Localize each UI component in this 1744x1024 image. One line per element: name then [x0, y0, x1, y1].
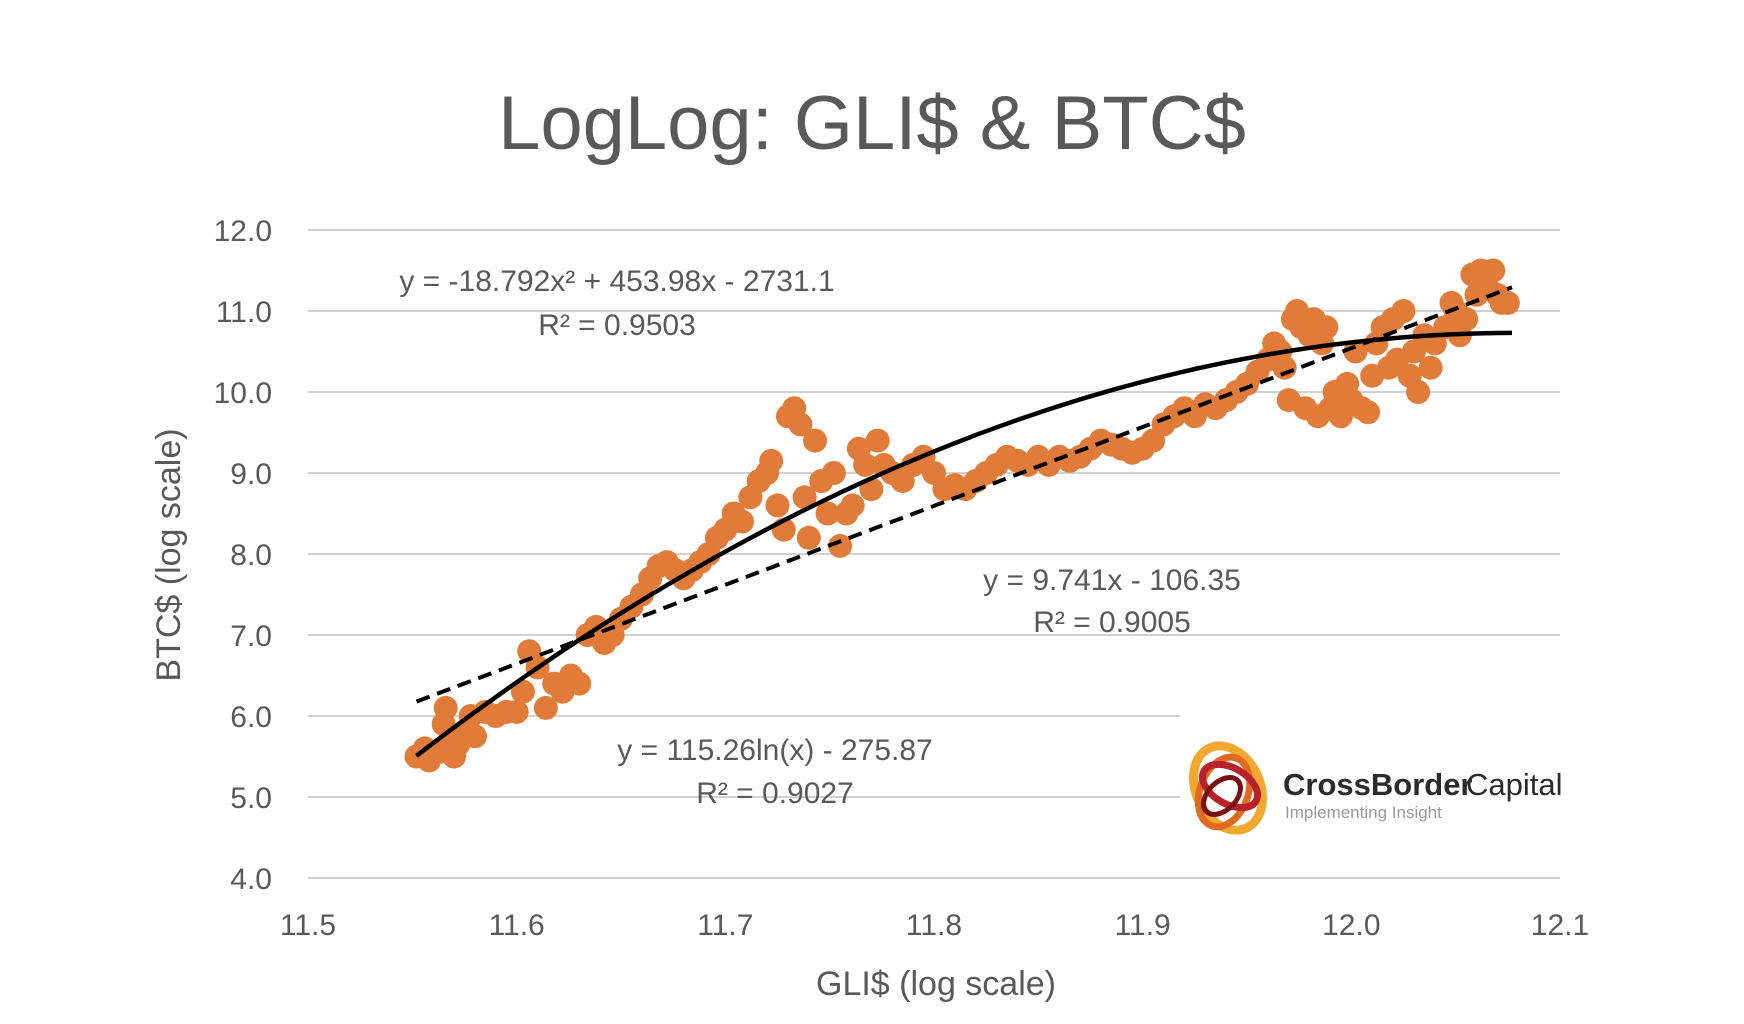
logo-brand-bold: CrossBorder [1283, 767, 1473, 802]
data-point [1481, 258, 1506, 283]
data-point [821, 461, 846, 485]
data-point [796, 525, 821, 550]
y-tick-label: 12.0 [214, 215, 272, 248]
y-tick-label: 5.0 [230, 782, 272, 815]
x-tick-label: 12.1 [1531, 909, 1589, 942]
data-point [792, 485, 817, 510]
data-point [1314, 315, 1339, 340]
data-point [853, 452, 878, 477]
x-axis-tick-labels: 11.5 11.6 11.7 11.8 11.9 12.0 12.1 [280, 909, 1589, 942]
data-point [1272, 355, 1297, 380]
scatter-points [404, 258, 1520, 773]
y-tick-label: 8.0 [230, 539, 272, 572]
data-point [765, 493, 790, 518]
y-tick-label: 10.0 [214, 377, 272, 410]
data-point [865, 428, 890, 453]
data-point [533, 695, 558, 720]
x-tick-label: 12.0 [1322, 909, 1380, 942]
log-trend-equation: y = 115.26ln(x) - 275.87 [617, 734, 932, 767]
logo-swirl-icon [1189, 741, 1267, 835]
data-point [1343, 339, 1368, 364]
x-tick-label: 11.8 [906, 909, 962, 942]
data-point [1418, 355, 1443, 380]
data-point [788, 412, 813, 437]
x-tick-label: 11.9 [1115, 909, 1171, 942]
data-point [504, 699, 529, 724]
x-axis-title: GLI$ (log scale) [816, 965, 1056, 1003]
data-point [462, 724, 487, 749]
data-point [803, 428, 828, 453]
y-tick-label: 7.0 [230, 620, 272, 653]
trendlines [415, 285, 1513, 758]
poly-trend-equation: y = -18.792x² + 453.98x - 2731.1 [399, 265, 834, 298]
y-axis-title: BTC$ (log scale) [150, 428, 188, 681]
data-point [1406, 380, 1431, 404]
x-tick-label: 11.5 [280, 909, 336, 942]
data-point [730, 509, 755, 534]
x-tick-label: 11.6 [489, 909, 545, 942]
data-point [828, 533, 853, 558]
linear-trendline [415, 285, 1513, 704]
x-tick-label: 11.7 [697, 909, 753, 942]
data-point [1495, 290, 1520, 315]
y-tick-label: 9.0 [230, 458, 272, 491]
y-axis-tick-labels: 4.0 5.0 6.0 7.0 8.0 9.0 10.0 11.0 12.0 [214, 215, 272, 896]
y-tick-label: 11.0 [216, 296, 272, 329]
y-tick-label: 6.0 [230, 701, 272, 734]
data-point [815, 501, 840, 526]
log-trend-r2: R² = 0.9027 [696, 777, 854, 810]
y-tick-label: 4.0 [230, 863, 272, 896]
data-point [759, 448, 784, 473]
poly-trend-r2: R² = 0.9503 [538, 309, 696, 342]
chart-title: LogLog: GLI$ & BTC$ [498, 81, 1246, 166]
logo-tagline: Implementing Insight [1285, 803, 1442, 822]
polynomial-trendline [415, 330, 1513, 758]
data-point [433, 695, 458, 720]
data-point [1391, 299, 1416, 323]
data-point [567, 671, 592, 696]
crossborder-logo: CrossBorder Capital Implementing Insight [1180, 715, 1570, 845]
data-point [510, 679, 535, 704]
data-point [1356, 400, 1381, 425]
data-point [840, 493, 865, 518]
data-point [1454, 307, 1479, 332]
linear-trend-r2: R² = 0.9005 [1033, 606, 1191, 639]
logo-brand-light: Capital [1466, 767, 1563, 802]
linear-trend-equation: y = 9.741x - 106.35 [983, 564, 1241, 597]
